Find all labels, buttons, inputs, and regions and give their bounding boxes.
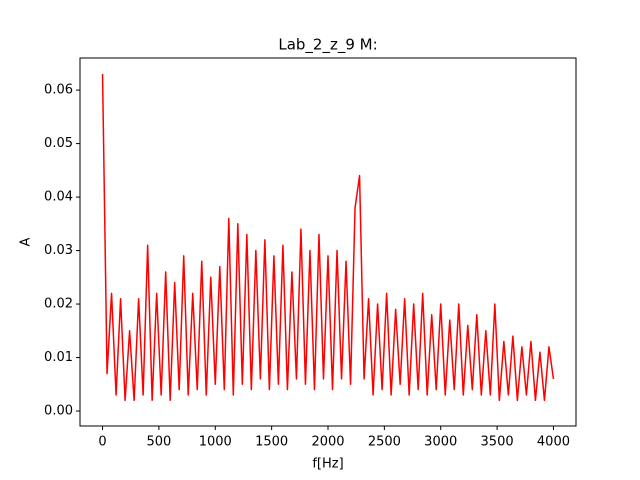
x-tick-label: 500 [146, 435, 171, 450]
y-tick-label: 0.05 [44, 136, 73, 151]
x-tick-label: 4000 [537, 435, 570, 450]
x-tick-label: 3500 [481, 435, 514, 450]
y-tick-label: 0.01 [44, 350, 73, 365]
x-tick-label: 2000 [311, 435, 344, 450]
chart-title: Lab_2_z_9 M: [278, 36, 377, 55]
x-tick-label: 1000 [199, 435, 232, 450]
x-tick-label: 3000 [424, 435, 457, 450]
series-line [101, 74, 555, 402]
y-tick-label: 0.04 [44, 190, 73, 205]
y-tick-label: 0.06 [44, 83, 73, 98]
x-tick-label: 2500 [368, 435, 401, 450]
y-axis-label: A [19, 237, 34, 246]
y-tick-label: 0.03 [44, 243, 73, 258]
x-axis-label: f[Hz] [312, 457, 343, 472]
x-tick-label: 0 [98, 435, 106, 450]
x-tick-label: 1500 [255, 435, 288, 450]
y-tick-label: 0.00 [44, 404, 73, 419]
plot-frame [79, 57, 577, 427]
y-tick-label: 0.02 [44, 297, 73, 312]
